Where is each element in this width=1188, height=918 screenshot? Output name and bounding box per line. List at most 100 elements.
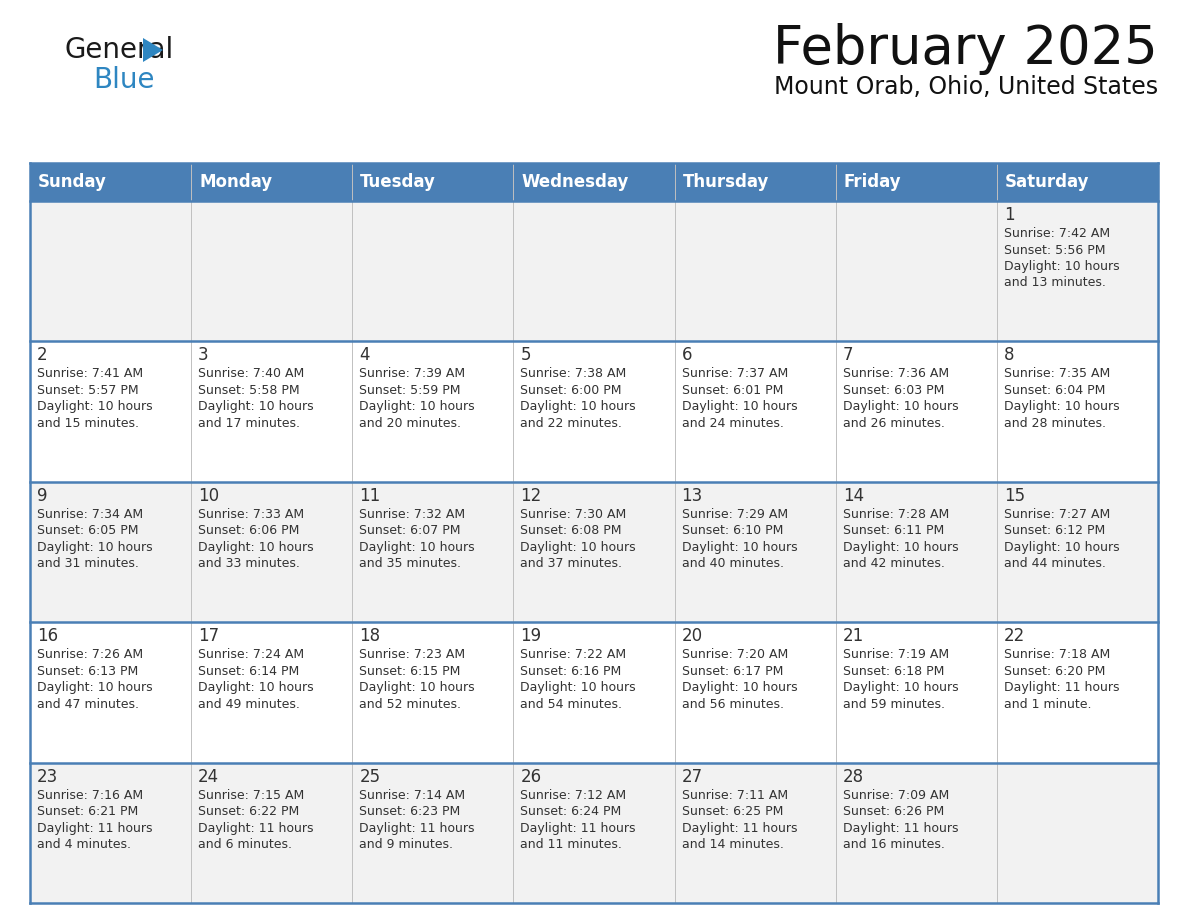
Text: Daylight: 10 hours: Daylight: 10 hours: [1004, 541, 1119, 554]
Text: Sunset: 6:07 PM: Sunset: 6:07 PM: [359, 524, 461, 537]
Text: Daylight: 10 hours: Daylight: 10 hours: [682, 400, 797, 413]
Text: Sunrise: 7:26 AM: Sunrise: 7:26 AM: [37, 648, 143, 661]
Text: Sunset: 6:01 PM: Sunset: 6:01 PM: [682, 384, 783, 397]
Text: and 22 minutes.: and 22 minutes.: [520, 417, 623, 430]
Text: Blue: Blue: [93, 66, 154, 94]
Text: and 4 minutes.: and 4 minutes.: [37, 838, 131, 851]
Text: Sunrise: 7:23 AM: Sunrise: 7:23 AM: [359, 648, 466, 661]
Text: Sunrise: 7:35 AM: Sunrise: 7:35 AM: [1004, 367, 1110, 380]
Text: Sunset: 6:11 PM: Sunset: 6:11 PM: [842, 524, 944, 537]
Text: 21: 21: [842, 627, 864, 645]
Text: 7: 7: [842, 346, 853, 364]
Text: General: General: [65, 36, 175, 64]
Text: Sunrise: 7:09 AM: Sunrise: 7:09 AM: [842, 789, 949, 801]
Bar: [30, 622, 1158, 763]
Text: Daylight: 10 hours: Daylight: 10 hours: [359, 681, 475, 694]
Text: Daylight: 10 hours: Daylight: 10 hours: [198, 541, 314, 554]
Text: Daylight: 10 hours: Daylight: 10 hours: [520, 681, 636, 694]
Text: 23: 23: [37, 767, 58, 786]
Text: 1: 1: [1004, 206, 1015, 224]
Text: Daylight: 11 hours: Daylight: 11 hours: [842, 822, 959, 834]
Text: Sunrise: 7:42 AM: Sunrise: 7:42 AM: [1004, 227, 1110, 240]
Text: Sunrise: 7:15 AM: Sunrise: 7:15 AM: [198, 789, 304, 801]
Text: 3: 3: [198, 346, 209, 364]
Text: Mount Orab, Ohio, United States: Mount Orab, Ohio, United States: [773, 75, 1158, 99]
Text: and 42 minutes.: and 42 minutes.: [842, 557, 944, 570]
Text: 6: 6: [682, 346, 693, 364]
Text: and 56 minutes.: and 56 minutes.: [682, 698, 784, 711]
Text: 9: 9: [37, 487, 48, 505]
Text: 4: 4: [359, 346, 369, 364]
Text: Sunset: 5:57 PM: Sunset: 5:57 PM: [37, 384, 139, 397]
Text: Daylight: 10 hours: Daylight: 10 hours: [842, 400, 959, 413]
Text: and 11 minutes.: and 11 minutes.: [520, 838, 623, 851]
Text: 24: 24: [198, 767, 220, 786]
Text: Daylight: 10 hours: Daylight: 10 hours: [1004, 400, 1119, 413]
Text: Wednesday: Wednesday: [522, 173, 628, 191]
Text: Sunset: 5:58 PM: Sunset: 5:58 PM: [198, 384, 299, 397]
Text: Sunset: 6:03 PM: Sunset: 6:03 PM: [842, 384, 944, 397]
Text: Daylight: 10 hours: Daylight: 10 hours: [682, 541, 797, 554]
Text: Friday: Friday: [843, 173, 902, 191]
Text: and 47 minutes.: and 47 minutes.: [37, 698, 139, 711]
Text: Sunset: 6:08 PM: Sunset: 6:08 PM: [520, 524, 623, 537]
Text: Sunset: 6:10 PM: Sunset: 6:10 PM: [682, 524, 783, 537]
Text: Sunset: 6:04 PM: Sunset: 6:04 PM: [1004, 384, 1105, 397]
Text: Sunrise: 7:41 AM: Sunrise: 7:41 AM: [37, 367, 143, 380]
Text: Sunset: 6:22 PM: Sunset: 6:22 PM: [198, 805, 299, 818]
Text: and 15 minutes.: and 15 minutes.: [37, 417, 139, 430]
Text: and 54 minutes.: and 54 minutes.: [520, 698, 623, 711]
Text: Sunset: 6:12 PM: Sunset: 6:12 PM: [1004, 524, 1105, 537]
Text: Sunset: 5:59 PM: Sunset: 5:59 PM: [359, 384, 461, 397]
Text: Sunset: 6:24 PM: Sunset: 6:24 PM: [520, 805, 621, 818]
Text: Daylight: 10 hours: Daylight: 10 hours: [37, 681, 152, 694]
Bar: [30, 163, 1158, 201]
Text: 12: 12: [520, 487, 542, 505]
Text: Sunrise: 7:28 AM: Sunrise: 7:28 AM: [842, 508, 949, 521]
Text: 28: 28: [842, 767, 864, 786]
Text: Daylight: 10 hours: Daylight: 10 hours: [198, 681, 314, 694]
Text: Sunset: 6:26 PM: Sunset: 6:26 PM: [842, 805, 944, 818]
Text: 14: 14: [842, 487, 864, 505]
Text: Sunrise: 7:32 AM: Sunrise: 7:32 AM: [359, 508, 466, 521]
Text: and 9 minutes.: and 9 minutes.: [359, 838, 454, 851]
Text: and 40 minutes.: and 40 minutes.: [682, 557, 784, 570]
Text: Daylight: 10 hours: Daylight: 10 hours: [520, 541, 636, 554]
Text: 26: 26: [520, 767, 542, 786]
Text: 11: 11: [359, 487, 380, 505]
Text: 27: 27: [682, 767, 702, 786]
Text: and 16 minutes.: and 16 minutes.: [842, 838, 944, 851]
Text: Sunrise: 7:20 AM: Sunrise: 7:20 AM: [682, 648, 788, 661]
Text: and 28 minutes.: and 28 minutes.: [1004, 417, 1106, 430]
Text: Daylight: 10 hours: Daylight: 10 hours: [682, 681, 797, 694]
Text: Daylight: 10 hours: Daylight: 10 hours: [520, 400, 636, 413]
Text: Sunset: 6:25 PM: Sunset: 6:25 PM: [682, 805, 783, 818]
Text: 8: 8: [1004, 346, 1015, 364]
Text: 22: 22: [1004, 627, 1025, 645]
Text: Sunrise: 7:29 AM: Sunrise: 7:29 AM: [682, 508, 788, 521]
Text: Sunset: 6:13 PM: Sunset: 6:13 PM: [37, 665, 138, 677]
Text: Sunrise: 7:14 AM: Sunrise: 7:14 AM: [359, 789, 466, 801]
Text: Sunrise: 7:39 AM: Sunrise: 7:39 AM: [359, 367, 466, 380]
Text: Daylight: 11 hours: Daylight: 11 hours: [198, 822, 314, 834]
Text: Sunday: Sunday: [38, 173, 107, 191]
Text: Sunrise: 7:34 AM: Sunrise: 7:34 AM: [37, 508, 143, 521]
Bar: [30, 763, 1158, 903]
Text: and 52 minutes.: and 52 minutes.: [359, 698, 461, 711]
Text: and 31 minutes.: and 31 minutes.: [37, 557, 139, 570]
Text: and 17 minutes.: and 17 minutes.: [198, 417, 301, 430]
Text: 19: 19: [520, 627, 542, 645]
Text: Tuesday: Tuesday: [360, 173, 436, 191]
Text: and 37 minutes.: and 37 minutes.: [520, 557, 623, 570]
Text: Sunrise: 7:19 AM: Sunrise: 7:19 AM: [842, 648, 949, 661]
Text: and 33 minutes.: and 33 minutes.: [198, 557, 301, 570]
Text: and 59 minutes.: and 59 minutes.: [842, 698, 944, 711]
Text: 20: 20: [682, 627, 702, 645]
Text: and 13 minutes.: and 13 minutes.: [1004, 276, 1106, 289]
Text: 18: 18: [359, 627, 380, 645]
Text: 2: 2: [37, 346, 48, 364]
Text: 25: 25: [359, 767, 380, 786]
Text: Sunset: 6:06 PM: Sunset: 6:06 PM: [198, 524, 299, 537]
Text: 13: 13: [682, 487, 703, 505]
Text: Sunrise: 7:38 AM: Sunrise: 7:38 AM: [520, 367, 627, 380]
